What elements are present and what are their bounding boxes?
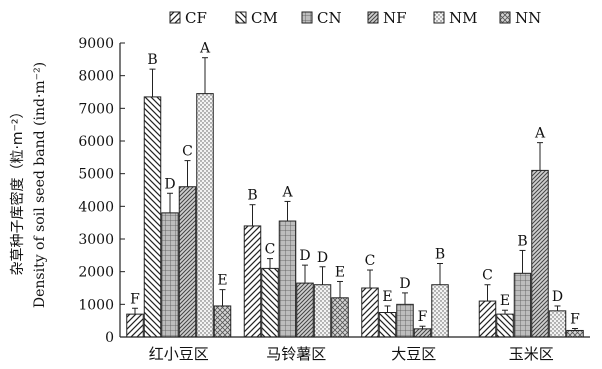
significance-letter: C (482, 268, 493, 284)
bar-CM (143, 96, 162, 338)
legend-swatch-CN (301, 11, 313, 24)
bar-CN (396, 303, 414, 338)
legend-label-NN: NN (515, 9, 541, 27)
bar-NM (313, 284, 332, 338)
y-tick-label: 3000 (78, 232, 114, 248)
significance-letter: D (552, 289, 563, 305)
significance-letter: B (147, 52, 157, 68)
significance-letter: F (130, 291, 140, 307)
legend-label-NM: NM (449, 9, 477, 27)
significance-letter: F (418, 309, 428, 325)
bar-CM (496, 313, 514, 338)
y-axis-label-cn: 杂草种子库密度（粒·m⁻²） (9, 104, 26, 275)
bar-NN (566, 329, 584, 338)
bar-NF (178, 186, 197, 338)
significance-letter: C (365, 253, 376, 269)
bar-NN (213, 305, 232, 338)
bar-NF (296, 282, 314, 338)
significance-letter: B (247, 188, 257, 204)
legend-swatch-NM (433, 11, 445, 24)
legend-label-CN: CN (317, 9, 342, 27)
y-tick-label: 9000 (78, 36, 114, 52)
bar-CM (261, 267, 279, 338)
y-tick-label: 4000 (78, 199, 114, 215)
significance-letter: E (500, 293, 510, 309)
significance-letter: B (517, 233, 527, 249)
x-tick-label: 马铃薯区 (266, 345, 326, 363)
legend-swatch-CF (169, 11, 181, 24)
legend-swatch-NF (367, 11, 379, 24)
bar-CN (278, 220, 297, 338)
x-tick-label: 玉米区 (509, 345, 554, 363)
legend-label-NF: NF (383, 9, 407, 27)
x-axis: 红小豆区 马铃薯区 大豆区 玉米区 (120, 336, 590, 363)
bar-CF (243, 225, 262, 338)
legend-swatch-NN (499, 11, 511, 24)
bar-CF (361, 287, 379, 338)
significance-letter: B (435, 247, 445, 263)
significance-letter: D (164, 176, 175, 192)
significance-letter: A (534, 126, 546, 142)
bar-NF (531, 169, 549, 338)
y-tick-label: 1000 (78, 297, 114, 313)
y-tick-label: 0 (105, 330, 114, 346)
y-tick-label: 8000 (78, 69, 114, 85)
bar-NM (548, 310, 567, 338)
bar-NN (331, 297, 349, 338)
bar-CF (126, 313, 144, 338)
significance-letter: D (317, 250, 328, 266)
y-axis-label-en: Density of soil seed band (ind·m⁻²) (32, 62, 48, 308)
significance-letter: F (570, 312, 580, 328)
legend-label-CM: CM (251, 9, 278, 27)
x-tick-label: 大豆区 (391, 345, 436, 363)
bar-NM (196, 93, 214, 338)
significance-letter: E (335, 264, 345, 280)
significance-letter: A (199, 41, 211, 57)
y-tick-label: 5000 (78, 167, 114, 183)
legend-swatch-CM (235, 11, 247, 24)
bar-CN (161, 212, 179, 338)
y-tick-label: 6000 (78, 134, 114, 150)
significance-letter: C (265, 242, 276, 258)
significance-letter: E (217, 273, 227, 289)
x-tick-label: 红小豆区 (149, 345, 209, 363)
bar-NM (431, 284, 449, 338)
bar-NF (413, 328, 432, 338)
y-tick-label: 2000 (78, 265, 114, 281)
significance-letter: C (182, 144, 193, 160)
significance-letter: E (382, 289, 392, 305)
legend: CF CM CN NF NM NN (169, 9, 541, 27)
y-tick-label: 7000 (78, 101, 114, 117)
legend-label-CF: CF (185, 9, 207, 27)
y-axis: 0 1000 2000 3000 4000 5000 6000 7000 8000 9000 (78, 36, 125, 346)
bar-CN (513, 272, 532, 338)
bar-CM (378, 312, 397, 338)
significance-letter: D (299, 248, 310, 264)
bar-CF (478, 300, 497, 338)
significance-letter: A (281, 184, 293, 200)
significance-letter: D (399, 276, 410, 292)
